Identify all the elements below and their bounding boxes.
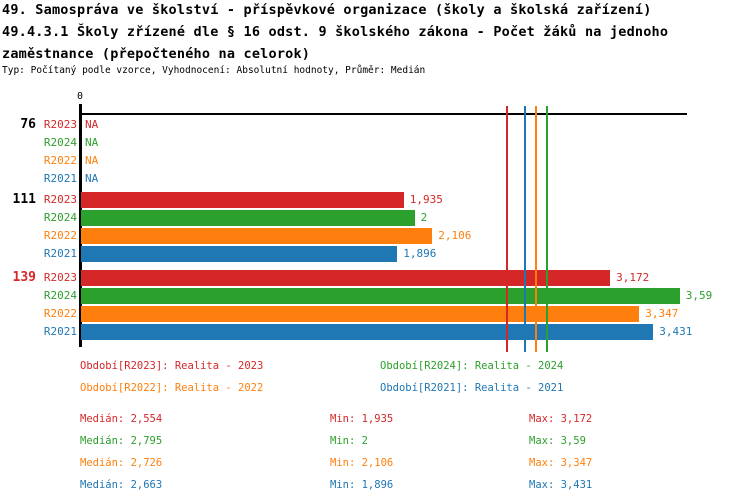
legend-item-R2023: Období[R2023]: Realita - 2023 [80, 360, 264, 372]
x-axis-tick-label: 0 [76, 91, 84, 102]
series-row-label: R2023 [43, 193, 77, 206]
stat-min-R2021: Min: 1,896 [330, 479, 394, 491]
series-row-label: R2022 [43, 307, 77, 320]
stat-median-R2024: Medián: 2,795 [80, 435, 163, 447]
stat-min-R2024: Min: 2 [330, 435, 368, 447]
bar-value-label: 1,896 [403, 247, 437, 260]
median-line-R2023 [506, 106, 508, 352]
median-line-R2021 [524, 106, 527, 352]
median-line-R2024 [546, 106, 549, 352]
legend-item-R2021: Období[R2021]: Realita - 2021 [380, 382, 564, 394]
series-row-label: R2024 [43, 289, 77, 302]
stat-max-R2024: Max: 3,59 [529, 435, 586, 447]
bar-R2024 [81, 288, 680, 304]
median-line-R2022 [534, 106, 537, 352]
bar-value-label: NA [85, 172, 99, 185]
series-row-label: R2024 [43, 136, 77, 149]
stat-median-R2021: Medián: 2,663 [80, 479, 163, 491]
legend-item-R2022: Období[R2022]: Realita - 2022 [80, 382, 264, 394]
bar-value-label: 3,59 [685, 289, 713, 302]
stat-median-R2022: Medián: 2,726 [80, 457, 163, 469]
x-axis-line [80, 113, 687, 115]
series-row-label: R2024 [43, 211, 77, 224]
bar-value-label: 1,935 [409, 193, 443, 206]
bar-R2023 [81, 270, 611, 286]
series-row-label: R2021 [43, 172, 77, 185]
page-subtitle-meta: Typ: Počítaný podle vzorce, Vyhodnocení:… [2, 65, 426, 76]
bar-value-label: NA [85, 154, 99, 167]
stat-median-R2023: Medián: 2,554 [80, 413, 163, 425]
page-title-line-3: zaměstnance (přepočteného na celorok) [2, 46, 311, 62]
series-row-label: R2023 [43, 118, 77, 131]
series-row-label: R2023 [43, 271, 77, 284]
page-title-line-2: 49.4.3.1 Školy zřízené dle § 16 odst. 9 … [2, 24, 669, 40]
bar-value-label: 3,347 [645, 307, 679, 320]
stat-min-R2023: Min: 1,935 [330, 413, 394, 425]
bar-R2024 [81, 210, 415, 226]
series-row-label: R2021 [43, 247, 77, 260]
bar-R2021 [81, 246, 398, 262]
bar-value-label: 3,172 [616, 271, 650, 284]
bar-R2022 [81, 228, 433, 244]
stat-max-R2022: Max: 3,347 [529, 457, 593, 469]
bar-R2021 [81, 324, 654, 340]
bar-value-label: NA [85, 136, 99, 149]
bar-R2022 [81, 306, 640, 322]
stat-max-R2021: Max: 3,431 [529, 479, 593, 491]
y-axis-line [79, 104, 82, 347]
group-label: 111 [12, 192, 36, 207]
legend-item-R2024: Období[R2024]: Realita - 2024 [380, 360, 564, 372]
bar-value-label: NA [85, 118, 99, 131]
series-row-label: R2022 [43, 154, 77, 167]
bar-value-label: 3,431 [659, 325, 693, 338]
bar-value-label: 2 [420, 211, 428, 224]
series-row-label: R2022 [43, 229, 77, 242]
group-label: 139 [12, 270, 36, 285]
bar-value-label: 2,106 [438, 229, 472, 242]
series-row-label: R2021 [43, 325, 77, 338]
stat-min-R2022: Min: 2,106 [330, 457, 394, 469]
stat-max-R2023: Max: 3,172 [529, 413, 593, 425]
page-title-line-1: 49. Samospráva ve školství - příspěvkové… [2, 2, 652, 18]
bar-R2023 [81, 192, 404, 208]
group-label: 76 [20, 117, 36, 132]
